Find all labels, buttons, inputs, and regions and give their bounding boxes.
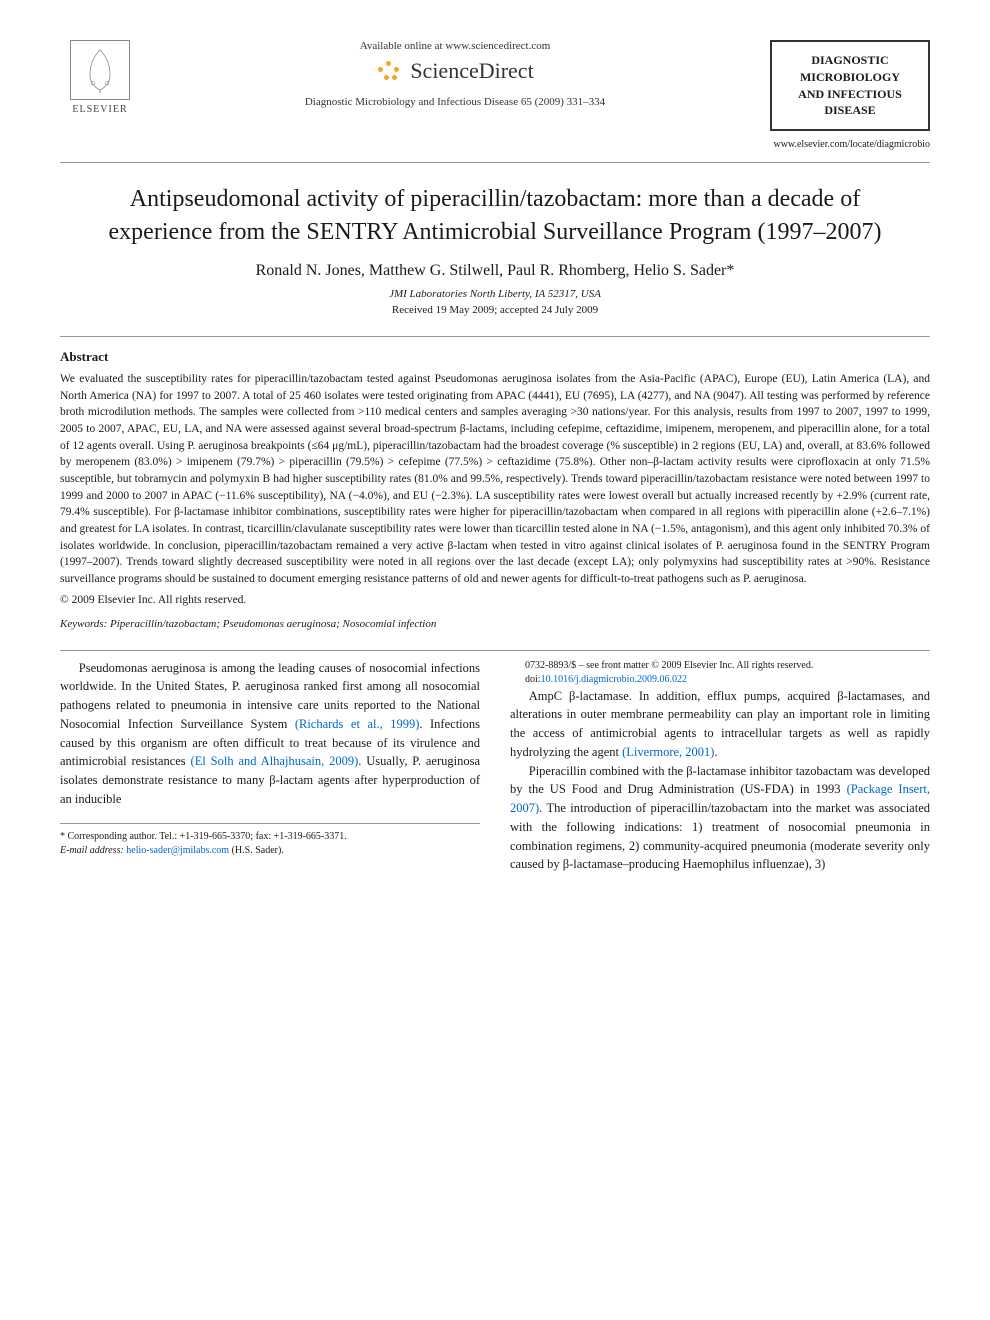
article-title: Antipseudomonal activity of piperacillin… — [60, 183, 930, 248]
email-tail: (H.S. Sader). — [229, 845, 284, 856]
tree-icon — [75, 45, 125, 95]
sciencedirect-text: ScienceDirect — [410, 58, 533, 84]
citation-link-richards[interactable]: (Richards et al., 1999) — [295, 717, 420, 731]
corresp-line: * Corresponding author. Tel.: +1-319-665… — [60, 830, 480, 844]
body-paragraph-1: Pseudomonas aeruginosa is among the lead… — [60, 659, 480, 809]
abstract-top-rule — [60, 336, 930, 337]
doi-link[interactable]: 10.1016/j.diagmicrobio.2009.06.022 — [541, 674, 687, 685]
journal-title-box: DIAGNOSTIC MICROBIOLOGY AND INFECTIOUS D… — [770, 40, 930, 131]
elsevier-tree-icon — [70, 40, 130, 100]
doi-label: doi: — [525, 674, 541, 685]
email-label: E-mail address: — [60, 845, 124, 856]
citation-link-elsolh[interactable]: (El Solh and Alhajhusain, 2009) — [191, 754, 359, 768]
body-paragraph-2: AmpC β-lactamase. In addition, efflux pu… — [510, 687, 930, 762]
p3-b: . The introduction of piperacillin/tazob… — [510, 801, 930, 871]
keywords-label: Keywords: — [60, 618, 107, 630]
elsevier-label: ELSEVIER — [72, 104, 127, 115]
email-link[interactable]: helio-sader@jmilabs.com — [126, 845, 229, 856]
journal-line3: AND INFECTIOUS — [778, 86, 922, 103]
authors-line: Ronald N. Jones, Matthew G. Stilwell, Pa… — [60, 262, 930, 280]
issn-line: 0732-8893/$ – see front matter © 2009 El… — [510, 659, 930, 673]
p2-b: . — [714, 745, 717, 759]
doi-block: 0732-8893/$ – see front matter © 2009 El… — [510, 659, 930, 687]
corresponding-author-footnote: * Corresponding author. Tel.: +1-319-665… — [60, 823, 480, 858]
keywords-line: Keywords: Piperacillin/tazobactam; Pseud… — [60, 618, 930, 630]
header-rule — [60, 162, 930, 163]
citation-link-livermore[interactable]: (Livermore, 2001) — [622, 745, 714, 759]
sciencedirect-dots-icon — [376, 59, 404, 83]
body-text: Pseudomonas aeruginosa is among the lead… — [60, 659, 930, 875]
abstract-bottom-rule — [60, 650, 930, 651]
email-line: E-mail address: helio-sader@jmilabs.com … — [60, 844, 480, 858]
available-online-text: Available online at www.sciencedirect.co… — [160, 40, 750, 52]
journal-line4: DISEASE — [778, 102, 922, 119]
keywords-text: Piperacillin/tazobactam; Pseudomonas aer… — [110, 618, 436, 630]
abstract-heading: Abstract — [60, 349, 930, 365]
center-header: Available online at www.sciencedirect.co… — [140, 40, 770, 108]
affiliation: JMI Laboratories North Liberty, IA 52317… — [60, 288, 930, 300]
journal-box-wrapper: DIAGNOSTIC MICROBIOLOGY AND INFECTIOUS D… — [770, 40, 930, 150]
journal-line1: DIAGNOSTIC — [778, 52, 922, 69]
sciencedirect-brand: ScienceDirect — [376, 58, 533, 84]
citation-line: Diagnostic Microbiology and Infectious D… — [160, 96, 750, 108]
journal-url: www.elsevier.com/locate/diagmicrobio — [770, 139, 930, 150]
page-header: ELSEVIER Available online at www.science… — [60, 40, 930, 150]
journal-line2: MICROBIOLOGY — [778, 69, 922, 86]
abstract-body: We evaluated the susceptibility rates fo… — [60, 371, 930, 588]
doi-line: doi:10.1016/j.diagmicrobio.2009.06.022 — [510, 673, 930, 687]
received-accepted-dates: Received 19 May 2009; accepted 24 July 2… — [60, 304, 930, 316]
p2-a: AmpC β-lactamase. In addition, efflux pu… — [510, 689, 930, 759]
copyright-line: © 2009 Elsevier Inc. All rights reserved… — [60, 594, 930, 606]
elsevier-logo: ELSEVIER — [60, 40, 140, 115]
body-paragraph-3: Piperacillin combined with the β-lactama… — [510, 762, 930, 875]
